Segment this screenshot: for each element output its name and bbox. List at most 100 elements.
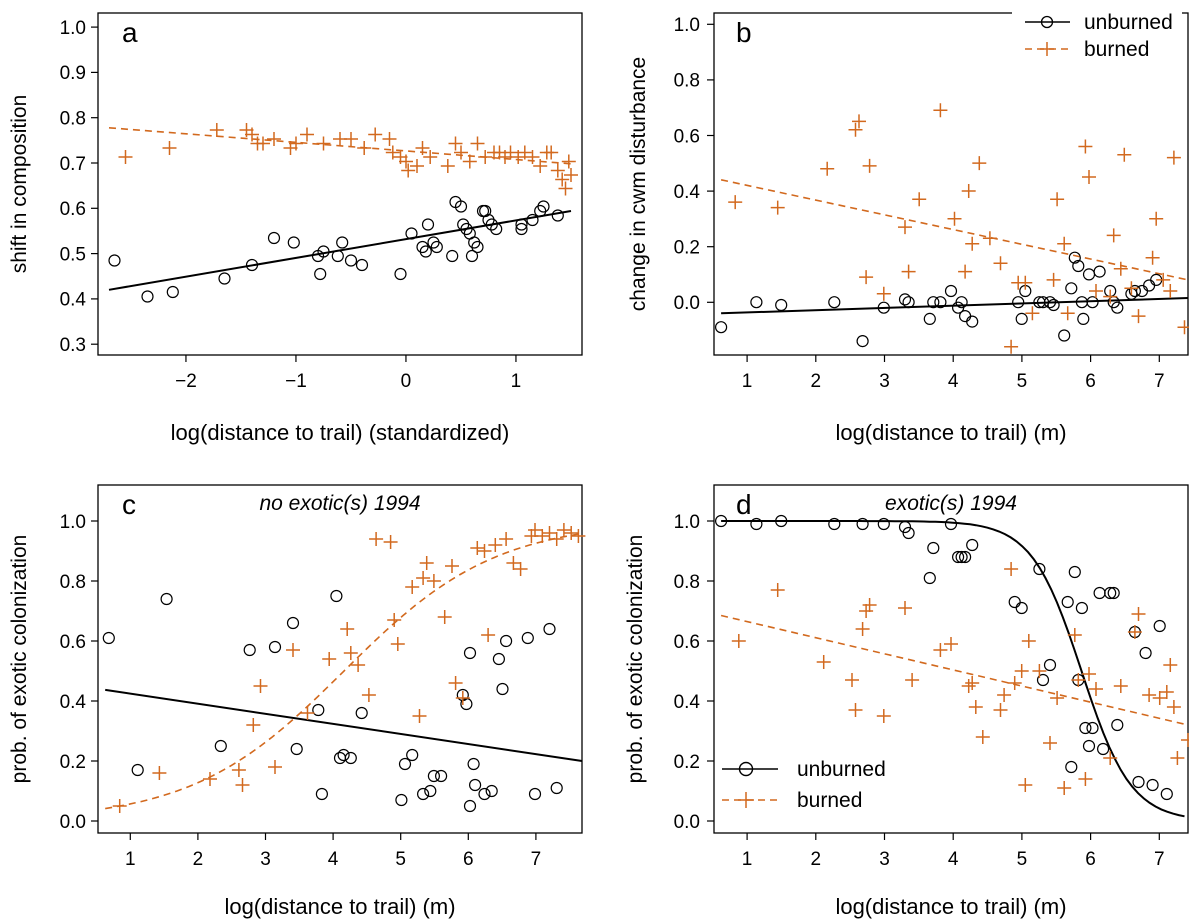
svg-text:0.5: 0.5 bbox=[60, 244, 86, 265]
point-unburned bbox=[1058, 329, 1071, 342]
point-burned bbox=[912, 192, 927, 207]
panel-d-xlabel: log(distance to trail) (m) bbox=[835, 894, 1066, 919]
point-burned bbox=[410, 159, 424, 173]
point-unburned bbox=[160, 592, 173, 606]
panel-a-letter: a bbox=[122, 17, 138, 48]
point-unburned bbox=[1082, 268, 1096, 281]
point-burned bbox=[454, 145, 468, 160]
point-burned bbox=[416, 571, 431, 585]
point-unburned bbox=[1104, 586, 1117, 600]
svg-text:0.0: 0.0 bbox=[674, 812, 700, 833]
point-unburned bbox=[927, 296, 940, 309]
point-burned bbox=[385, 145, 400, 160]
panel-d-xtick: 2 bbox=[811, 833, 821, 870]
svg-text:3: 3 bbox=[879, 371, 890, 392]
legend-burned-label: burned bbox=[1084, 38, 1149, 61]
point-unburned bbox=[454, 200, 468, 213]
panel-c-xtick: 5 bbox=[395, 833, 406, 870]
point-burned bbox=[112, 799, 127, 813]
point-burned bbox=[848, 122, 863, 137]
point-burned bbox=[152, 766, 167, 780]
point-unburned bbox=[1015, 312, 1028, 325]
panel-b-xtick: 3 bbox=[879, 355, 890, 392]
point-burned bbox=[1004, 339, 1019, 354]
point-burned bbox=[1131, 309, 1146, 324]
panel-b-ytick: 0.8 bbox=[674, 71, 714, 92]
point-burned bbox=[859, 270, 874, 285]
point-burned bbox=[770, 583, 785, 597]
fit-line-unburned bbox=[721, 520, 1185, 818]
panel-d-letter: d bbox=[736, 489, 752, 520]
point-burned bbox=[415, 141, 430, 155]
panel-a-ytick: 0.4 bbox=[60, 290, 98, 311]
point-unburned bbox=[955, 550, 968, 564]
point-unburned bbox=[314, 267, 327, 281]
point-burned bbox=[859, 604, 874, 618]
svg-text:0.6: 0.6 bbox=[60, 632, 86, 653]
svg-text:6: 6 bbox=[1085, 371, 1096, 392]
point-burned bbox=[1078, 139, 1093, 154]
panel-b-xtick: 4 bbox=[948, 355, 959, 392]
svg-text:1: 1 bbox=[742, 371, 753, 392]
point-unburned bbox=[355, 258, 369, 272]
panel-d-yticks: 0.0 0.2 0.4 0.6 0.8 1.0 bbox=[674, 512, 714, 833]
point-burned bbox=[958, 264, 973, 279]
svg-text:−2: −2 bbox=[175, 371, 197, 392]
panel-c-ytick: 1.0 bbox=[60, 512, 98, 533]
point-unburned bbox=[1068, 251, 1081, 264]
panel-a-xtick: 0 bbox=[401, 355, 411, 392]
svg-text:0.2: 0.2 bbox=[674, 238, 700, 259]
point-burned bbox=[1046, 272, 1061, 287]
point-unburned bbox=[268, 640, 282, 654]
panel-a-xtick: −1 bbox=[285, 355, 307, 392]
point-unburned bbox=[485, 218, 498, 231]
point-unburned bbox=[446, 249, 459, 263]
panel-c-ytick: 0.6 bbox=[60, 632, 98, 653]
point-unburned bbox=[1111, 301, 1124, 314]
point-unburned bbox=[102, 631, 115, 645]
panel-d-ytick: 1.0 bbox=[674, 512, 714, 533]
point-unburned bbox=[333, 751, 347, 765]
point-burned bbox=[993, 256, 1008, 271]
point-unburned bbox=[331, 249, 344, 263]
panel-a-ytick: 0.7 bbox=[60, 154, 98, 175]
panel-c-xtick: 7 bbox=[531, 833, 541, 870]
panel-d-frame bbox=[713, 484, 1189, 834]
point-unburned bbox=[1015, 601, 1028, 615]
panel-a-xticks: −2 −1 0 1 bbox=[175, 355, 521, 392]
point-burned bbox=[246, 718, 261, 732]
point-unburned bbox=[927, 541, 940, 555]
svg-text:4: 4 bbox=[328, 849, 339, 870]
point-unburned bbox=[465, 249, 479, 263]
point-burned bbox=[544, 145, 559, 160]
point-burned bbox=[862, 598, 877, 612]
point-burned bbox=[876, 286, 891, 301]
point-burned bbox=[1156, 272, 1171, 287]
point-burned bbox=[478, 150, 493, 164]
panel-c-title: no exotic(s) 1994 bbox=[259, 492, 420, 515]
point-unburned bbox=[1047, 298, 1060, 312]
point-burned bbox=[1177, 320, 1189, 335]
point-unburned bbox=[1075, 601, 1089, 615]
svg-text:1: 1 bbox=[125, 849, 136, 870]
point-burned bbox=[1089, 284, 1103, 298]
point-burned bbox=[506, 556, 521, 570]
svg-text:0.2: 0.2 bbox=[60, 752, 86, 773]
point-burned bbox=[1043, 736, 1057, 750]
point-unburned bbox=[877, 517, 890, 531]
point-unburned bbox=[398, 757, 412, 771]
legend-unburned-label: unburned bbox=[797, 758, 886, 781]
point-unburned bbox=[394, 267, 407, 281]
point-unburned bbox=[287, 236, 300, 249]
point-burned bbox=[933, 643, 948, 657]
svg-text:1: 1 bbox=[742, 849, 753, 870]
point-unburned bbox=[141, 290, 154, 303]
panel-b-xlabel: log(distance to trail) (m) bbox=[835, 420, 1066, 445]
point-unburned bbox=[337, 748, 350, 762]
point-unburned bbox=[317, 245, 330, 258]
point-unburned bbox=[775, 298, 788, 312]
panel-a-ytick: 0.8 bbox=[60, 109, 98, 130]
point-burned bbox=[571, 529, 586, 543]
point-burned bbox=[558, 181, 573, 196]
